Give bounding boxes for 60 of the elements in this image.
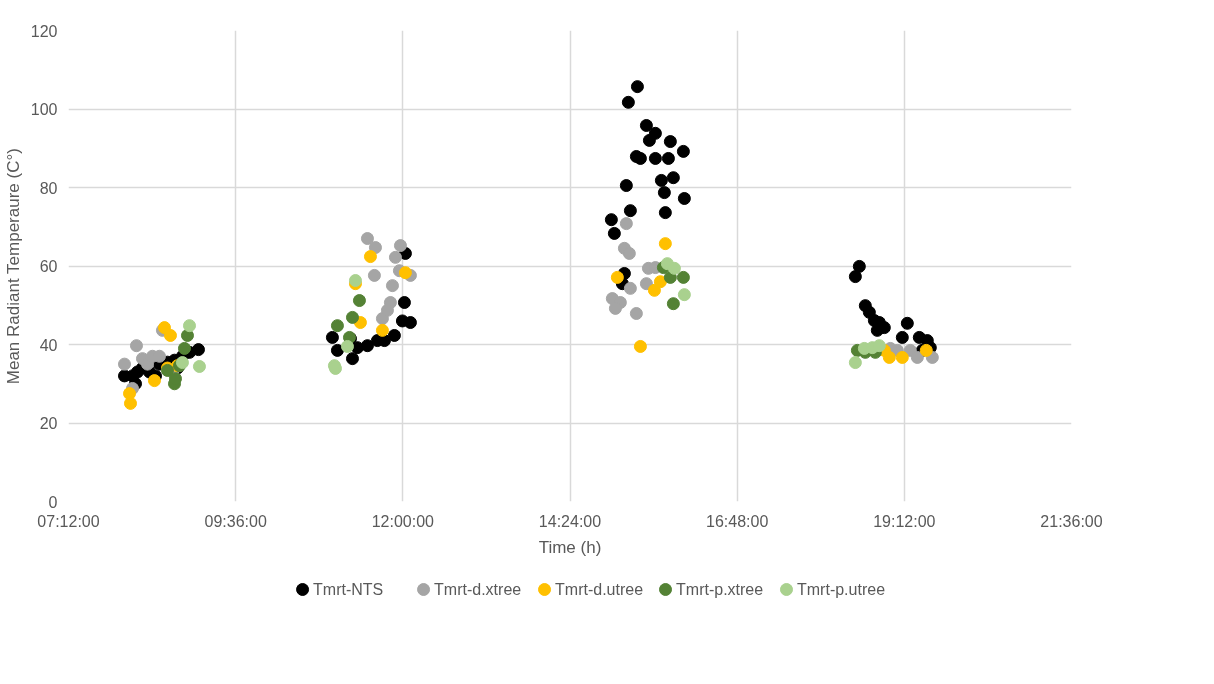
point bbox=[667, 261, 681, 275]
point bbox=[919, 343, 933, 357]
point bbox=[658, 237, 672, 251]
point bbox=[629, 307, 643, 320]
y-tick-label: 40 bbox=[39, 336, 58, 354]
point bbox=[380, 303, 394, 317]
x-axis-title: Time (h) bbox=[538, 537, 602, 557]
point bbox=[147, 374, 161, 388]
y-tick-label: 100 bbox=[30, 101, 58, 118]
point bbox=[848, 356, 862, 370]
point bbox=[177, 341, 191, 355]
x-tick-label: 07:12:00 bbox=[37, 512, 100, 530]
y-tick-label: 80 bbox=[39, 179, 58, 197]
point bbox=[375, 323, 389, 337]
point bbox=[360, 232, 374, 246]
y-axis-title: Mean Radiant Temperaure (C°) bbox=[3, 148, 23, 385]
legend-label: Tmrt-d.xtree bbox=[434, 581, 522, 598]
x-tick-label: 09:36:00 bbox=[204, 512, 267, 530]
point bbox=[872, 339, 886, 353]
point bbox=[676, 270, 690, 284]
point bbox=[192, 359, 206, 373]
point bbox=[619, 217, 633, 231]
point bbox=[163, 328, 177, 342]
point bbox=[367, 268, 381, 282]
point bbox=[352, 294, 366, 308]
legend-label: Tmrt-d.utree bbox=[555, 581, 644, 598]
point bbox=[393, 239, 407, 253]
y-tick-label: 20 bbox=[39, 415, 58, 432]
point bbox=[129, 339, 143, 353]
y-tick-label: 0 bbox=[48, 493, 58, 511]
y-tick-label: 120 bbox=[30, 22, 58, 40]
point bbox=[623, 281, 637, 295]
point bbox=[330, 319, 344, 333]
legend-label: Tmrt-p.utree bbox=[797, 581, 886, 598]
point bbox=[363, 250, 377, 264]
legend-label: Tmrt-NTS bbox=[313, 581, 384, 598]
point bbox=[677, 288, 691, 302]
point bbox=[118, 357, 131, 371]
point bbox=[398, 266, 412, 280]
point bbox=[388, 250, 402, 264]
point bbox=[610, 270, 624, 284]
point bbox=[666, 297, 680, 311]
point bbox=[123, 396, 137, 410]
point bbox=[182, 319, 196, 333]
point bbox=[385, 279, 399, 293]
point bbox=[340, 339, 354, 353]
point bbox=[633, 339, 647, 353]
y-tick-label: 60 bbox=[39, 258, 58, 275]
point bbox=[345, 310, 359, 324]
x-tick-label: 19:12:00 bbox=[873, 512, 936, 530]
point bbox=[910, 350, 924, 364]
point bbox=[639, 277, 653, 291]
x-tick-label: 14:24:00 bbox=[538, 512, 602, 530]
legend-label: Tmrt-p.xtree bbox=[676, 581, 764, 598]
point bbox=[895, 350, 909, 364]
x-tick-label: 21:36:00 bbox=[1040, 512, 1103, 530]
point bbox=[647, 283, 661, 297]
x-tick-label: 12:00:00 bbox=[371, 512, 435, 530]
x-tick-label: 16:48:00 bbox=[706, 512, 769, 530]
point bbox=[622, 246, 636, 260]
